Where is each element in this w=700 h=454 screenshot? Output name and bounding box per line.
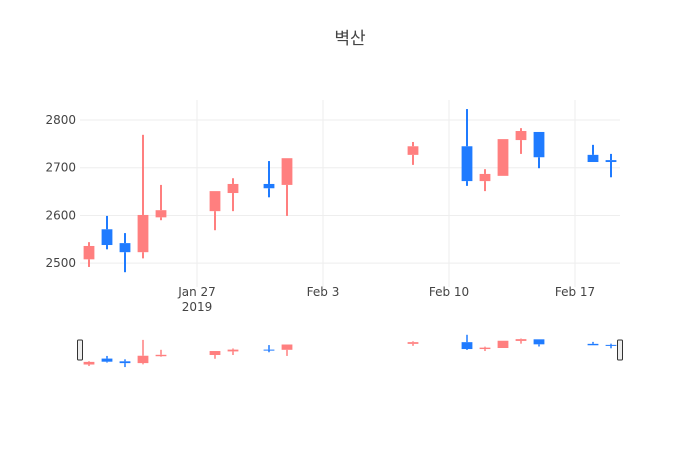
candle-body [479,173,491,182]
x-tick-label: Jan 27 [177,285,216,299]
candle-body [227,183,239,194]
candle-body [137,214,149,253]
candle-body [515,339,527,341]
candle-body [101,229,113,246]
candle-body [281,158,293,185]
candle-body [209,351,221,355]
y-tick-label: 2500 [45,256,76,270]
candle-body [461,146,473,182]
candle-body [209,191,221,212]
candle-body [407,146,419,155]
candle-body [263,183,275,189]
y-tick-label: 2800 [45,113,76,127]
candle-body [281,344,293,350]
x-tick-label: Feb 17 [555,285,595,299]
candle-body [587,154,599,163]
candle-body [605,344,617,346]
candle-body [515,131,527,141]
candle-body [83,361,95,365]
candle-body [533,131,545,158]
candle-body [479,347,491,350]
candle-body [497,139,509,176]
candle-body [497,340,509,349]
candle-body [155,354,167,357]
x-tick-label: Feb 10 [429,285,469,299]
candle-body [137,355,149,364]
candle-body [587,343,599,346]
chart-title: 벽산 [334,29,366,49]
candle-body [155,210,167,218]
candle-body [101,358,113,362]
candle-body [533,339,545,345]
candle-body [83,245,95,260]
x-tick-year: 2019 [182,300,213,314]
candle-body [407,342,419,344]
rangeslider-handle[interactable] [77,339,83,361]
rangeslider-handle[interactable] [617,339,623,361]
x-tick-label: Feb 3 [307,285,340,299]
candle-body [605,160,617,163]
candle-body [263,349,275,351]
candle-body [461,342,473,350]
candle-body [119,243,131,253]
candle-body [119,361,131,364]
y-tick-label: 2700 [45,161,76,175]
y-tick-label: 2600 [45,208,76,222]
candle-body [227,349,239,352]
